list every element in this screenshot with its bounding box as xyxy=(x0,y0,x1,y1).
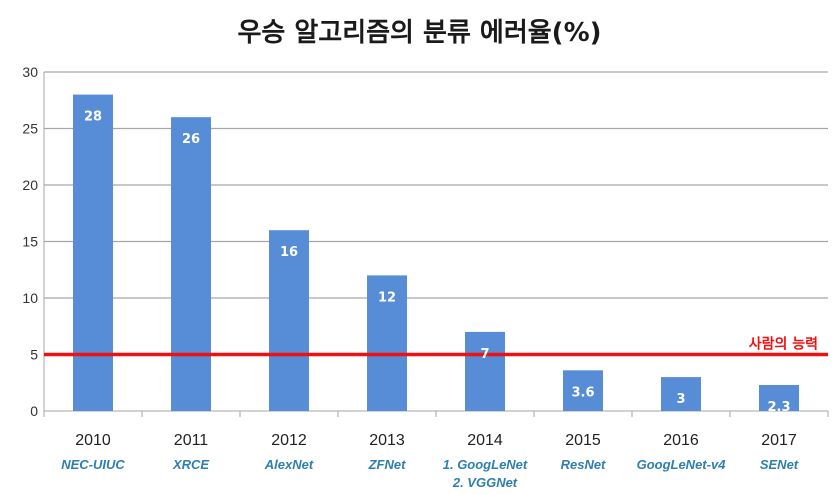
y-tick-label: 25 xyxy=(22,121,38,137)
data-label: 7 xyxy=(480,347,489,362)
algorithm-label: ZFNet xyxy=(368,457,407,472)
data-label: 16 xyxy=(280,245,298,260)
data-label: 3 xyxy=(676,392,685,407)
y-tick-label: 30 xyxy=(22,64,38,80)
algorithm-label: SENet xyxy=(760,457,799,472)
bar-2011 xyxy=(171,117,211,411)
chart-title: 우승 알고리즘의 분류 에러율(%) xyxy=(237,18,602,48)
x-tick-label: 2012 xyxy=(271,432,307,449)
algorithm-label: XRCE xyxy=(172,457,209,472)
data-label: 12 xyxy=(378,290,396,305)
y-tick-label: 0 xyxy=(30,403,38,419)
bar-2010 xyxy=(73,94,113,411)
x-tick-label: 2015 xyxy=(565,432,601,449)
algorithm-label: GoogLeNet-v4 xyxy=(637,457,727,472)
bar-2013 xyxy=(367,275,407,411)
data-label: 28 xyxy=(84,110,102,125)
data-label: 3.6 xyxy=(571,385,594,400)
bar-2012 xyxy=(269,230,309,411)
y-tick-label: 15 xyxy=(22,234,38,250)
x-tick-label: 2016 xyxy=(663,432,699,449)
bar-2016 xyxy=(661,377,701,411)
x-tick-label: 2014 xyxy=(467,432,503,449)
x-tick-label: 2011 xyxy=(174,432,209,449)
algorithm-label: AlexNet xyxy=(264,457,314,472)
x-tick-label: 2017 xyxy=(761,432,797,449)
y-tick-label: 10 xyxy=(22,290,38,306)
bar-2015 xyxy=(563,370,603,411)
algorithm-label: 1. GoogLeNet xyxy=(443,457,528,472)
y-tick-label: 5 xyxy=(30,347,38,363)
data-label: 2.3 xyxy=(767,400,790,415)
bar-2014 xyxy=(465,331,505,411)
x-tick-label: 2010 xyxy=(75,432,111,449)
data-label: 26 xyxy=(182,132,200,147)
algorithm-label: 2. VGGNet xyxy=(452,475,518,490)
human-performance-label: 사람의 능력 xyxy=(749,336,818,353)
algorithm-label: ResNet xyxy=(561,457,606,472)
bar-2017 xyxy=(759,385,799,411)
x-tick-label: 2013 xyxy=(369,432,405,449)
algorithm-label: NEC-UIUC xyxy=(61,457,125,472)
y-tick-label: 20 xyxy=(22,177,38,193)
